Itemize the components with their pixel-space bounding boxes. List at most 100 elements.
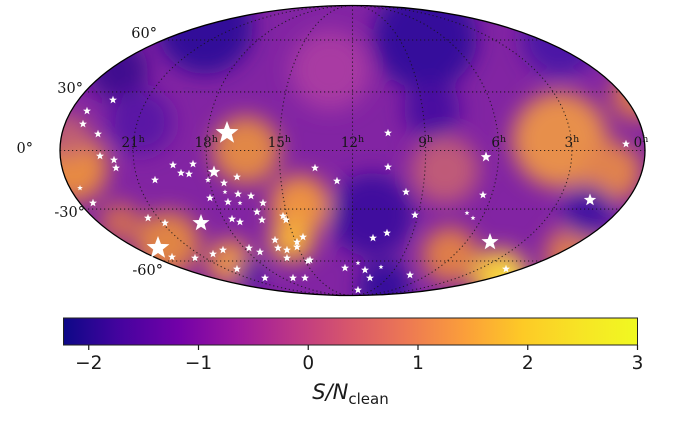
star-marker	[83, 106, 91, 115]
star-marker	[237, 200, 243, 206]
sky-blob	[270, 218, 314, 262]
star-marker	[279, 211, 287, 220]
sky-blob	[422, 227, 478, 283]
ra-label: 0h	[634, 134, 649, 151]
star-marker	[144, 213, 152, 222]
star-marker	[191, 253, 199, 262]
star-marker	[622, 139, 630, 148]
star-marker	[311, 163, 319, 172]
sky-blob	[522, 5, 598, 76]
star-marker	[192, 214, 210, 231]
star-marker	[77, 185, 83, 191]
star-marker	[112, 163, 120, 172]
dec-label: 0°	[17, 141, 33, 157]
star-marker	[470, 215, 476, 221]
star-marker	[411, 210, 419, 219]
star-marker	[189, 159, 197, 168]
star-marker	[378, 264, 384, 270]
colorbar-tick-label: 3	[632, 353, 644, 374]
star-marker	[502, 264, 510, 273]
star-marker	[366, 273, 374, 282]
sky-blob	[100, 202, 140, 242]
star-marker	[479, 190, 487, 199]
star-marker	[206, 193, 214, 202]
colorbar: −2 −1 0 1 2 3 S/Nclean	[63, 317, 644, 408]
star-marker	[96, 151, 104, 160]
dec-labels: 60° 30° 0° -30° -60°	[17, 26, 163, 279]
sky-blob	[404, 82, 460, 138]
colorbar-tick-label: 2	[522, 353, 534, 374]
ra-label: 18h	[195, 134, 218, 151]
ra-label: 12h	[341, 134, 364, 151]
star-marker	[299, 232, 307, 241]
star-marker	[94, 129, 102, 138]
star-marker	[161, 218, 169, 227]
ra-label: 3h	[565, 134, 580, 151]
star-marker	[236, 217, 244, 226]
star-marker	[220, 178, 228, 187]
ra-label: 21h	[121, 134, 144, 151]
sky-blob	[60, 134, 108, 202]
star-marker	[245, 243, 253, 252]
colorbar-tick-label: 0	[302, 353, 314, 374]
star-marker	[384, 128, 392, 137]
ra-labels: 21h 18h 15h 12h 9h 6h 3h 0h	[121, 134, 648, 151]
star-marker	[271, 235, 279, 244]
sky-blob	[60, 113, 90, 157]
meridian-line	[132, 5, 573, 296]
star-marker	[228, 214, 236, 223]
ra-label: 6h	[491, 134, 506, 151]
graticule	[60, 5, 645, 296]
star-markers	[77, 95, 630, 294]
star-marker	[274, 243, 282, 252]
dec-label: 30°	[57, 81, 83, 97]
sky-blob	[330, 173, 414, 257]
star-marker	[79, 119, 87, 128]
map-boundary	[59, 4, 646, 297]
star-marker	[406, 270, 414, 279]
sky-blob	[359, 261, 411, 296]
star-marker	[168, 252, 176, 261]
ra-label: 9h	[418, 134, 433, 151]
star-marker	[283, 245, 291, 254]
star-marker	[259, 198, 267, 207]
star-marker	[304, 256, 312, 265]
colorbar-axis-label: S/Nclean	[312, 380, 388, 408]
star-marker	[224, 197, 232, 206]
sky-blob	[108, 90, 172, 154]
star-marker	[256, 247, 264, 256]
colorbar-tick-label: −2	[75, 353, 102, 374]
star-marker	[583, 193, 597, 206]
star-marker	[282, 215, 290, 224]
star-marker	[361, 265, 369, 274]
star-marker	[207, 165, 221, 178]
star-marker	[258, 215, 266, 224]
star-marker	[219, 245, 227, 254]
star-marker	[355, 260, 361, 266]
star-marker	[283, 253, 291, 262]
sky-blob	[290, 30, 370, 110]
star-marker	[215, 121, 239, 143]
star-marker	[204, 176, 212, 183]
colorbar-bar	[63, 317, 638, 346]
sky-blob	[236, 259, 264, 287]
star-marker	[301, 273, 309, 282]
sky-blob	[582, 142, 642, 202]
star-marker	[289, 273, 297, 282]
star-marker	[354, 285, 362, 294]
star-marker	[464, 210, 470, 216]
star-marker	[169, 160, 177, 169]
star-marker	[109, 95, 117, 104]
star-marker	[333, 176, 341, 185]
sky-blob	[562, 186, 614, 238]
star-marker	[209, 249, 217, 258]
star-marker	[341, 263, 349, 272]
star-marker	[247, 191, 255, 200]
colorbar-tick-label: −1	[185, 353, 212, 374]
star-marker	[402, 187, 410, 196]
dec-label: -30°	[54, 205, 85, 221]
sky-blob	[157, 5, 253, 74]
star-marker	[383, 228, 391, 237]
